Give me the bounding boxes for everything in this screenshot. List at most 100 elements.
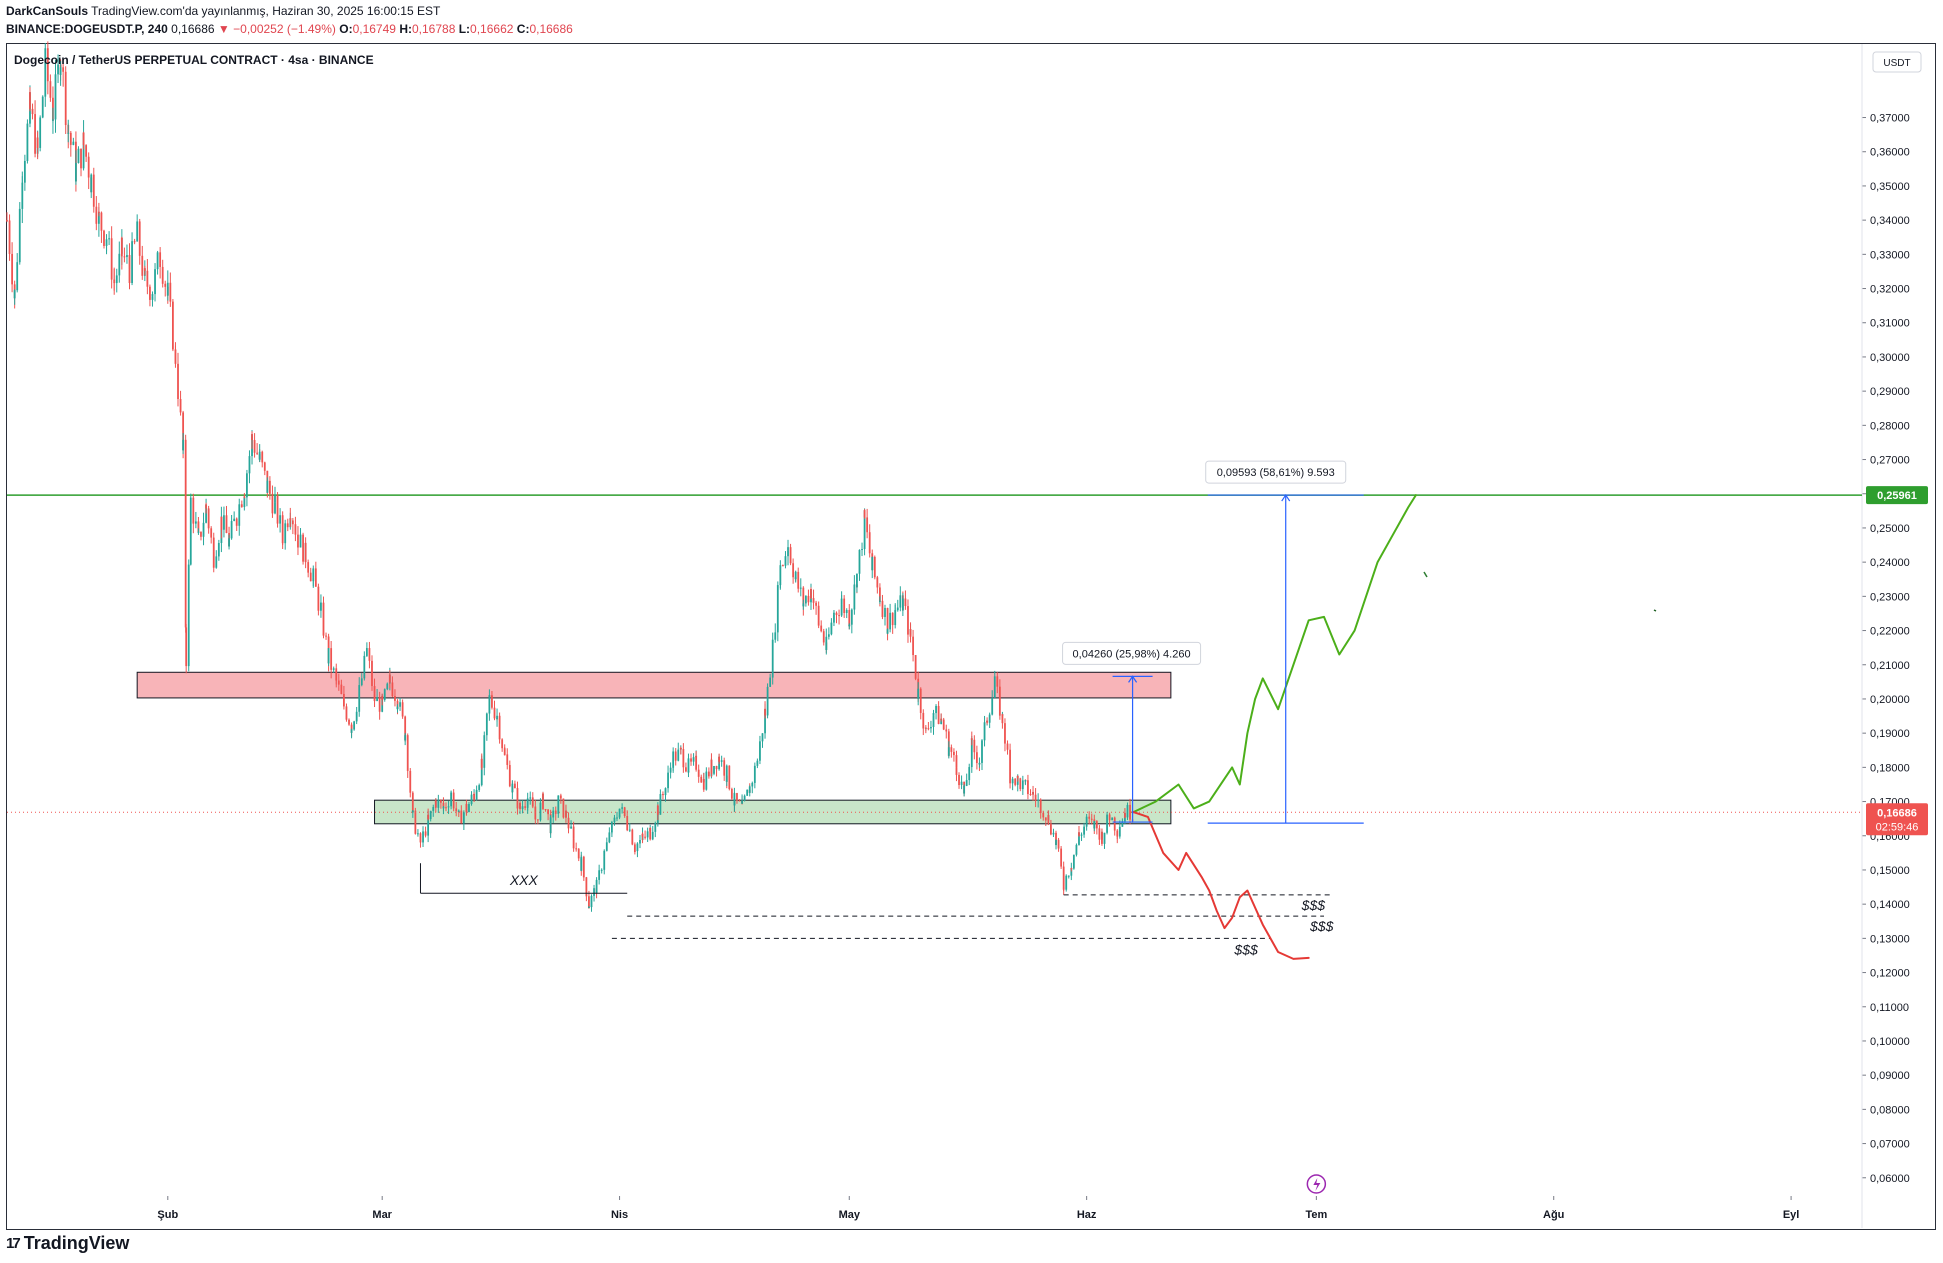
candle-body <box>1085 816 1088 822</box>
candle-body <box>1078 832 1080 836</box>
candle-body <box>613 817 616 823</box>
x-tick-label: Haz <box>1077 1209 1097 1221</box>
candle-body <box>271 493 274 514</box>
candle-body <box>557 795 560 803</box>
candle-body <box>363 655 366 679</box>
candle-body <box>730 788 733 799</box>
candle-body <box>1088 816 1091 819</box>
candle-body <box>391 682 394 696</box>
stray-mark <box>1423 571 1428 578</box>
candle-body <box>679 747 682 750</box>
candle-body <box>733 793 736 806</box>
candle-body <box>794 571 797 580</box>
candle-body <box>424 831 427 836</box>
candle-body <box>787 547 789 551</box>
candle-body <box>350 729 353 733</box>
candle-body <box>291 520 294 525</box>
candle-body <box>914 655 917 679</box>
candle-body <box>281 536 284 544</box>
candle-body <box>268 480 271 494</box>
y-tick-label: 0,11000 <box>1870 1002 1909 1014</box>
candle-body <box>677 749 680 761</box>
candle-body <box>108 238 110 240</box>
candle-body <box>62 67 65 72</box>
candle-body <box>968 767 971 781</box>
candle-body <box>29 92 31 109</box>
x-tick-label: Nis <box>611 1209 628 1221</box>
candle-body <box>996 676 999 687</box>
candle-body <box>1067 875 1070 877</box>
candle-body <box>215 556 218 568</box>
candle-body <box>149 286 151 300</box>
candle-body <box>764 708 766 716</box>
candle-body <box>644 836 646 838</box>
candle-body <box>427 814 430 836</box>
candle-body <box>988 714 991 723</box>
candle-body <box>779 565 782 582</box>
candle-body <box>570 826 572 829</box>
candle-body <box>817 605 820 621</box>
candle-body <box>802 587 805 607</box>
candle-body <box>950 747 953 752</box>
candle-body <box>172 301 174 350</box>
candle-body <box>378 697 381 712</box>
candle-body <box>1090 818 1093 820</box>
y-tick-label: 0,28000 <box>1870 420 1910 432</box>
candle-body <box>784 556 787 566</box>
candle-body <box>501 739 504 749</box>
candle-body <box>97 211 100 213</box>
candle-body <box>327 648 330 664</box>
candle-body <box>799 587 802 589</box>
candle-body <box>623 807 626 817</box>
candle-body <box>82 132 85 169</box>
candle-body <box>118 253 121 276</box>
candle-body <box>95 206 98 224</box>
candle-body <box>422 831 424 843</box>
candle-body <box>1016 775 1019 779</box>
candle-body <box>1108 816 1111 821</box>
candle-body <box>228 538 230 547</box>
candle-body <box>764 708 766 734</box>
candle-body <box>307 562 310 573</box>
candle-body <box>473 793 475 800</box>
candle-body <box>743 795 746 801</box>
candle-body <box>133 241 136 243</box>
candle-body <box>697 769 700 777</box>
candle-body <box>246 473 248 498</box>
liquidity-label: XXX <box>509 872 539 888</box>
candle-body <box>404 735 407 741</box>
candle-body <box>1121 821 1124 827</box>
y-tick-label: 0,21000 <box>1870 660 1910 672</box>
candle-body <box>792 563 795 578</box>
candle-body <box>457 810 460 812</box>
candle-body <box>705 771 708 790</box>
y-tick-label: 0,13000 <box>1870 933 1910 945</box>
candle-body <box>432 807 435 811</box>
candle-body <box>723 760 726 776</box>
candle-body <box>256 452 259 454</box>
candle-body <box>856 573 858 588</box>
candle-body <box>166 282 169 296</box>
candle-body <box>371 660 373 687</box>
candle-body <box>879 587 881 602</box>
candle-body <box>26 123 29 161</box>
candle-body <box>830 622 833 635</box>
candle-body <box>1083 826 1085 835</box>
x-tick-label: Şub <box>157 1209 178 1221</box>
chart-frame[interactable] <box>6 43 1936 1230</box>
author-name[interactable]: DarkCanSouls <box>6 4 89 18</box>
candle-body <box>843 598 846 614</box>
candle-body <box>409 770 412 793</box>
candle-body <box>789 547 792 564</box>
candle-body <box>588 896 590 908</box>
branding-text: TradingView <box>23 1233 130 1253</box>
candle-body <box>297 534 299 541</box>
candle-body <box>179 399 182 413</box>
tradingview-logo[interactable]: 17 TradingView <box>6 1233 129 1254</box>
candle-body <box>90 174 93 193</box>
ohlc-header: BINANCE:DOGEUSDT.P, 240 0,16686 ▼ −0,002… <box>6 22 573 36</box>
candle-body <box>309 572 312 582</box>
candle-body <box>1060 848 1063 867</box>
candle-body <box>766 686 769 716</box>
